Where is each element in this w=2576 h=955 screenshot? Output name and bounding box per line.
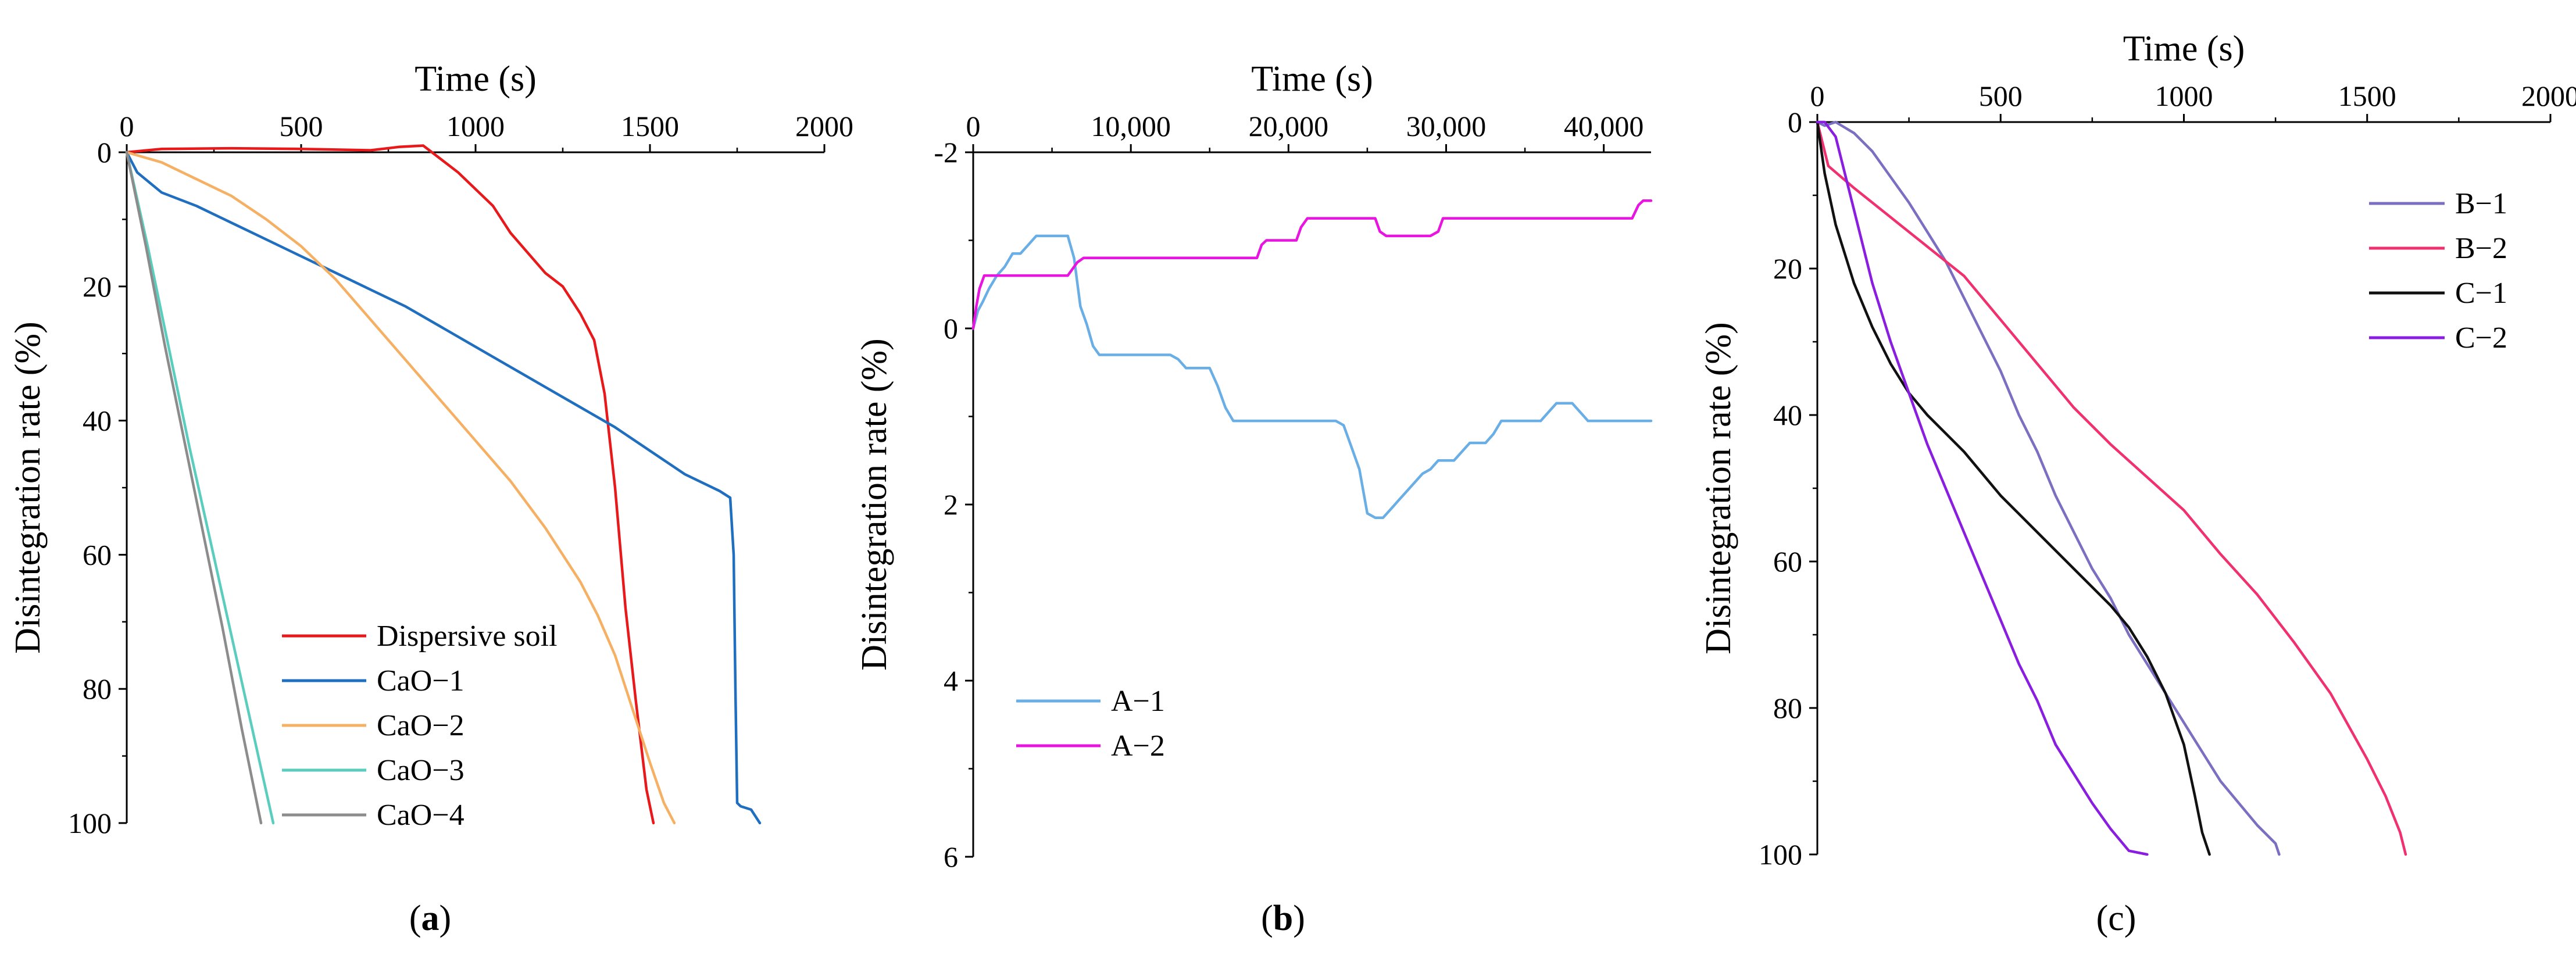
y-axis-title: Disintegration rate (%) (8, 321, 48, 654)
y-tick-label: 60 (83, 538, 112, 571)
y-tick-label: 40 (1773, 399, 1802, 431)
x-tick-label: 1000 (446, 110, 505, 142)
panel-label: (a) (409, 899, 451, 938)
y-tick-label: -2 (934, 136, 958, 169)
legend-label: CaO−4 (377, 799, 465, 832)
series-line-1 (1816, 120, 2407, 856)
x-tick-label: 500 (1979, 80, 2023, 112)
series-line-0 (125, 144, 655, 825)
y-tick-label: 80 (1773, 692, 1802, 724)
x-tick-label: 2000 (795, 110, 853, 142)
y-tick-label: 6 (944, 840, 958, 873)
x-tick-label: 0 (120, 110, 134, 142)
legend-label: CaO−2 (377, 709, 465, 742)
series-line-2 (1816, 120, 2211, 856)
y-tick-label: 2 (944, 488, 958, 521)
series-line-4 (125, 151, 263, 825)
x-axis-title: Time (s) (2123, 29, 2245, 69)
x-tick-label: 0 (1810, 80, 1825, 112)
x-axis-title: Time (s) (1251, 59, 1373, 99)
y-tick-label: 80 (83, 673, 112, 705)
panel-a: 0 500 1000 1500 2000 0 20 40 60 80 100 Time (s) Disi… (8, 59, 853, 938)
legend-label: A−1 (1111, 685, 1165, 718)
panel-label: (c) (2096, 899, 2136, 938)
x-tick-label: 1500 (2338, 80, 2396, 112)
y-tick-label: 40 (83, 405, 112, 437)
y-tick-label: 100 (1759, 838, 1802, 871)
x-tick-label: 1000 (2155, 80, 2213, 112)
y-tick-label: 4 (944, 664, 958, 697)
series-line-1 (125, 151, 762, 825)
x-tick-label: 30,000 (1406, 110, 1487, 142)
x-tick-label: 40,000 (1564, 110, 1644, 142)
series-line-3 (125, 151, 275, 825)
x-tick-label: 20,000 (1249, 110, 1329, 142)
x-tick-label: 500 (280, 110, 323, 142)
legend-label: CaO−3 (377, 754, 465, 787)
y-tick-label: 0 (944, 312, 958, 345)
legend-label: C−2 (2455, 321, 2507, 355)
x-tick-label: 10,000 (1091, 110, 1171, 142)
x-tick-label: 2000 (2521, 80, 2576, 112)
x-tick-label: 0 (966, 110, 981, 142)
legend-label: C−1 (2455, 277, 2507, 310)
panel-c: 0 500 1000 1500 2000 0 20 40 60 80 100 Time (s) Disi… (1699, 29, 2576, 938)
y-tick-label: 0 (97, 136, 112, 169)
legend-label: B−1 (2455, 187, 2507, 220)
legend-label: Dispersive soil (377, 620, 558, 653)
legend-label: B−2 (2455, 232, 2507, 265)
y-axis-title: Disintegration rate (%) (1699, 322, 1738, 654)
series-line-2 (125, 151, 676, 825)
y-tick-label: 60 (1773, 545, 1802, 578)
legend-label: CaO−1 (377, 664, 465, 698)
series-line-1 (971, 199, 1653, 330)
series-line-0 (1816, 120, 2281, 856)
panel-label: (b) (1261, 899, 1305, 938)
y-tick-label: 20 (83, 270, 112, 303)
y-axis-title: Disintegration rate (%) (855, 338, 894, 671)
x-tick-label: 1500 (621, 110, 679, 142)
series-line-0 (971, 234, 1653, 519)
x-axis-title: Time (s) (415, 59, 537, 99)
y-tick-label: 100 (68, 807, 112, 839)
legend-label: A−2 (1111, 729, 1165, 763)
y-tick-label: 0 (1788, 106, 1802, 138)
series-line-3 (1816, 120, 2149, 856)
y-tick-label: 20 (1773, 252, 1802, 285)
